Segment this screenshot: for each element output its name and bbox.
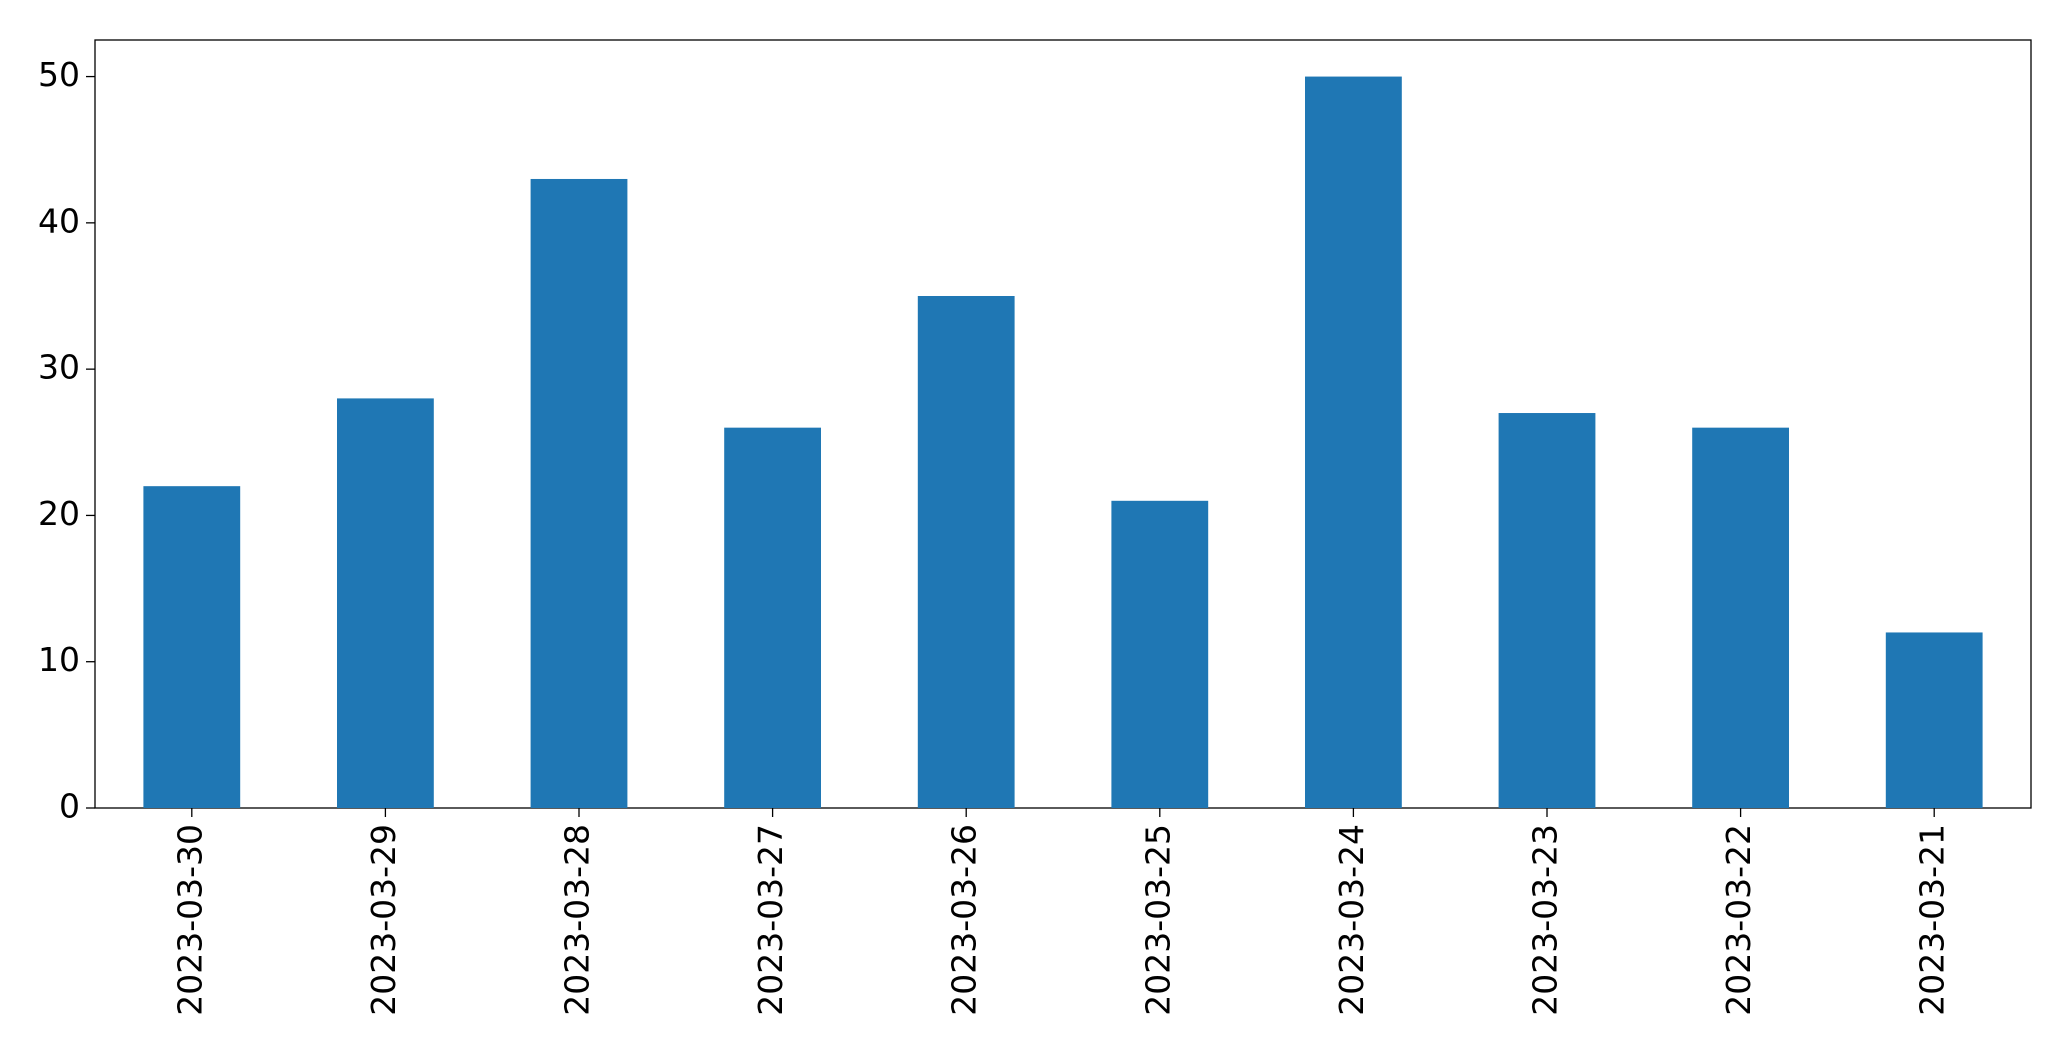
bar	[337, 398, 434, 808]
x-tick-label: 2023-03-25	[1138, 824, 1177, 1016]
x-tick-label: 2023-03-22	[1719, 824, 1758, 1016]
bar	[1498, 413, 1596, 808]
bar	[724, 427, 821, 808]
bar	[917, 296, 1015, 808]
y-tick-label: 40	[38, 201, 80, 240]
x-tick-label: 2023-03-21	[1913, 824, 1952, 1016]
y-tick-label: 0	[59, 787, 80, 826]
bar	[1305, 76, 1402, 809]
bar	[1885, 632, 1983, 808]
bar	[143, 486, 241, 808]
bar	[1692, 427, 1789, 808]
plot-frame	[94, 39, 2032, 809]
y-tick-label: 30	[38, 348, 80, 387]
x-tick-label: 2023-03-27	[751, 824, 790, 1016]
y-tick-label: 50	[38, 55, 80, 94]
x-tick-label: 2023-03-29	[364, 824, 403, 1016]
x-tick-label: 2023-03-28	[558, 824, 597, 1016]
x-tick-label: 2023-03-23	[1526, 824, 1565, 1016]
bar	[530, 178, 628, 808]
bar	[1111, 500, 1209, 808]
x-tick-label: 2023-03-26	[945, 824, 984, 1016]
y-tick-label: 20	[38, 494, 80, 533]
x-tick-label: 2023-03-24	[1332, 824, 1371, 1016]
y-tick-label: 10	[38, 640, 80, 679]
x-tick-label: 2023-03-30	[170, 824, 209, 1016]
